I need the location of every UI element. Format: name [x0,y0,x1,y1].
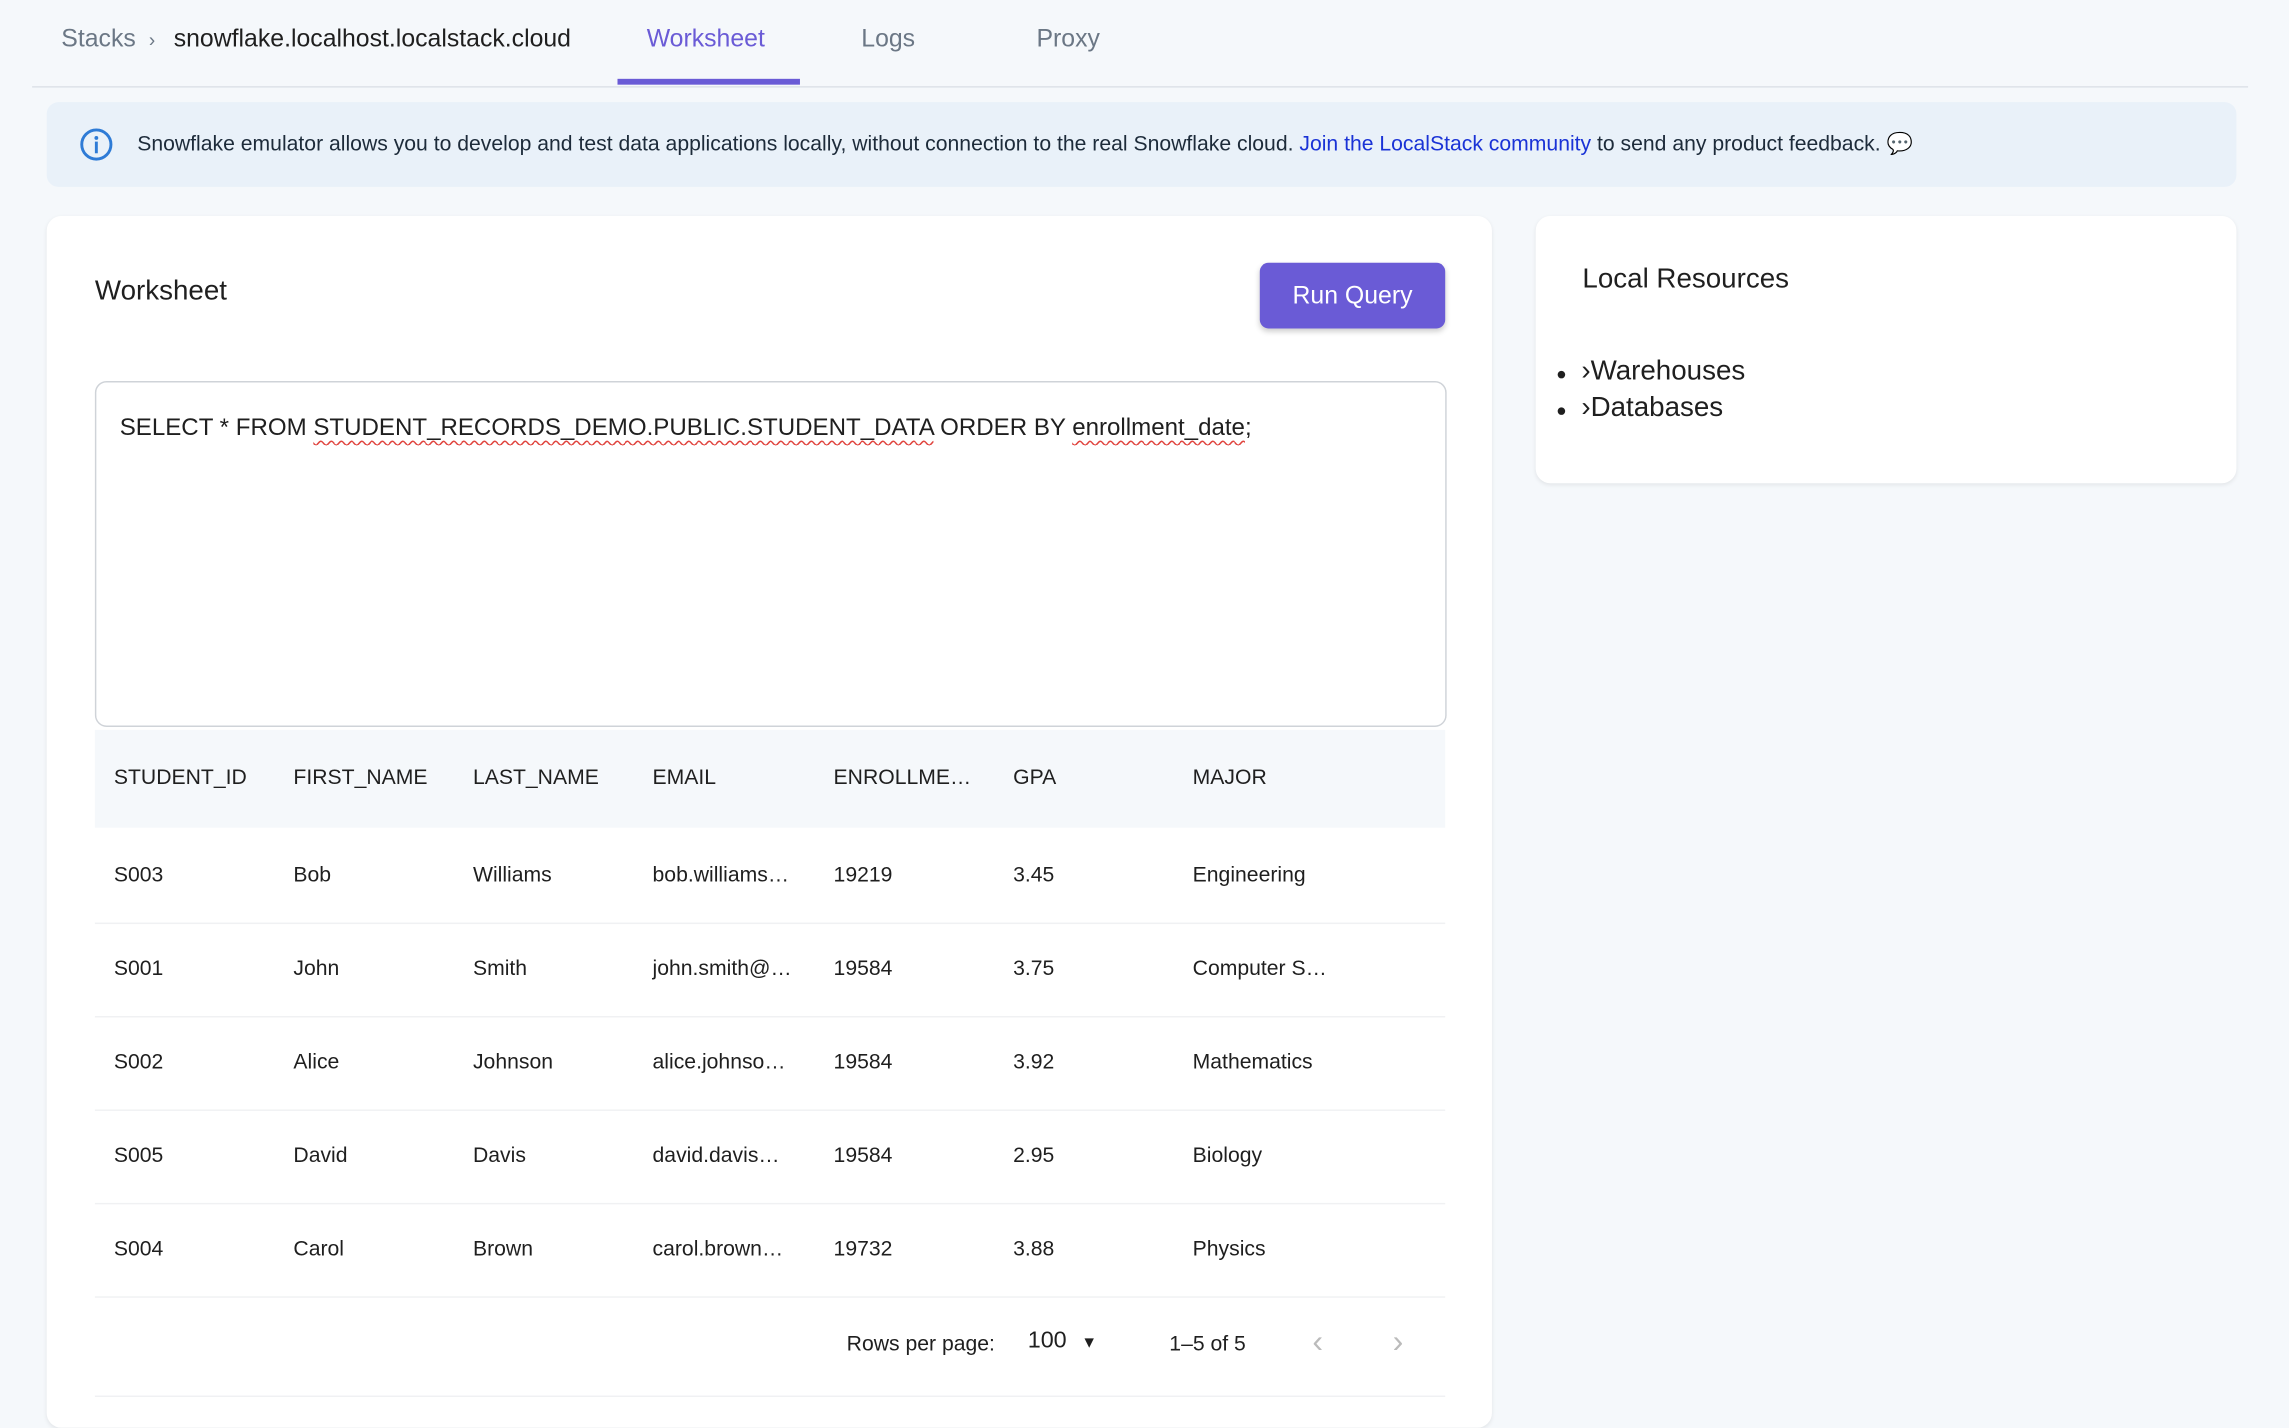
tab-worksheet[interactable]: Worksheet [646,24,765,53]
table-cell: S005 [113,1144,164,1168]
table-cell: S002 [113,1051,164,1075]
chevron-right-icon: › [1581,356,1591,387]
resource-warehouses[interactable]: ● ›Warehouses [1556,356,1746,387]
table-cell: bob.williams… [652,864,789,888]
table-cell: S003 [113,864,164,888]
table-cell: 19584 [833,1144,893,1168]
table-row[interactable]: S002 Alice Johnson alice.johnso… 19584 3.92 Ma… [94,1016,1446,1111]
table-cell: 19219 [833,864,893,888]
column-header[interactable]: LAST_NAME [472,766,599,790]
table-cell: carol.brown… [652,1237,784,1262]
worksheet-title: Worksheet [94,275,227,307]
table-cell: S004 [113,1237,164,1262]
query-text: SELECT * FROM [119,414,314,441]
table-row[interactable]: S005 David Davis david.davis… 19584 2.95 Biolo… [94,1109,1446,1205]
table-cell: David [293,1144,348,1168]
table-cell: Mathematics [1192,1051,1313,1075]
info-banner: Snowflake emulator allows you to develop… [46,102,2237,187]
rows-per-page-select[interactable]: 100 ▼ [1028,1328,1097,1354]
table-cell: Williams [472,864,552,888]
chevron-right-icon: › [1581,392,1591,424]
community-link[interactable]: Join the LocalStack community [1299,132,1592,157]
tab-logs[interactable]: Logs [861,24,916,53]
table-header: STUDENT_ID FIRST_NAME LAST_NAME EMAIL ENROLL… [94,729,1446,828]
active-tab-indicator [617,78,800,85]
table-row[interactable]: S001 John Smith john.smith@… 19584 3.75 Comput… [94,923,1446,1018]
table-cell: 3.92 [1013,1051,1055,1075]
breadcrumb-stacks[interactable]: Stacks [61,24,136,53]
column-header[interactable]: ENROLLME… [833,766,972,790]
table-cell: 3.45 [1013,864,1055,888]
info-icon [80,128,113,161]
rows-per-page-value: 100 [1027,1328,1067,1354]
table-cell: Davis [472,1144,526,1168]
table-cell: david.davis… [652,1144,780,1168]
table-cell: 3.88 [1013,1237,1055,1262]
column-header[interactable]: GPA [1013,766,1057,790]
table-cell: john.smith@… [652,957,792,981]
resource-databases[interactable]: ● ›Databases [1556,392,1724,424]
page-range: 1–5 of 5 [1169,1332,1246,1357]
table-cell: Computer S… [1192,957,1327,981]
table-cell: 19732 [833,1237,893,1262]
table-cell: S001 [113,957,164,981]
local-resources-title: Local Resources [1582,264,1790,295]
table-cell: Bob [293,864,332,888]
next-page-button[interactable]: › [1392,1322,1404,1360]
table-cell: 19584 [833,1051,893,1075]
column-header[interactable]: FIRST_NAME [293,766,428,790]
query-editor[interactable]: SELECT * FROM STUDENT_RECORDS_DEMO.PUBLI… [94,381,1447,727]
resources-list: ● ›Warehouses ● ›Databases [1556,355,1745,428]
table-cell: 2.95 [1013,1144,1055,1168]
table-cell: alice.johnso… [652,1051,786,1075]
local-resources-card [1535,216,2237,484]
run-query-button[interactable]: Run Query [1259,262,1446,329]
prev-page-button[interactable]: ‹ [1312,1322,1324,1360]
caret-down-icon: ▼ [1081,1334,1098,1352]
chat-icon: 💬 [1886,132,1913,157]
column-header[interactable]: STUDENT_ID [113,766,247,790]
query-column: enrollment_date [1072,414,1245,441]
header-divider [32,86,2249,88]
banner-suffix: to send any product feedback. [1597,132,1881,157]
table-footer [94,1299,1446,1398]
table-row[interactable]: S004 Carol Brown carol.brown… 19732 3.88 Physi… [94,1203,1446,1298]
table-cell: John [293,957,340,981]
table-row[interactable]: S003 Bob Williams bob.williams… 19219 3.45 Eng… [94,829,1446,925]
breadcrumb-current: snowflake.localhost.localstack.cloud [173,24,572,53]
table-cell: Engineering [1192,864,1306,888]
query-text: ORDER BY [933,414,1073,441]
table-cell: Alice [293,1051,340,1075]
table-cell: 3.75 [1013,957,1055,981]
table-cell: Physics [1192,1237,1266,1262]
query-text: ; [1244,414,1252,441]
table-cell: Carol [293,1237,345,1262]
table-cell: Johnson [472,1051,554,1075]
query-table: STUDENT_RECORDS_DEMO.PUBLIC.STUDENT_DATA [313,414,934,441]
table-cell: Brown [472,1237,533,1262]
rows-per-page-label: Rows per page: [846,1332,995,1357]
table-cell: Biology [1192,1144,1263,1168]
table-cell: 19584 [833,957,893,981]
banner-text: Snowflake emulator allows you to develop… [137,132,1294,157]
breadcrumb-separator: › [148,29,156,52]
column-header[interactable]: MAJOR [1192,766,1267,790]
table-cell: Smith [472,957,528,981]
tab-proxy[interactable]: Proxy [1036,24,1100,53]
column-header[interactable]: EMAIL [652,766,717,790]
